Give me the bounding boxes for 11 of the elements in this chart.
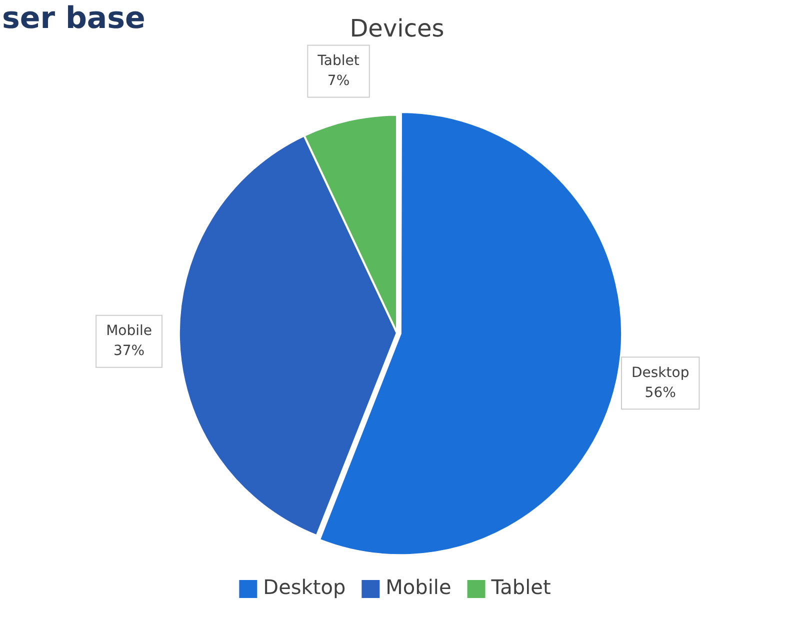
legend-label: Desktop	[263, 575, 346, 600]
data-label: 7%	[327, 72, 350, 89]
text: ser base	[2, 0, 146, 38]
legend-label: Tablet	[490, 575, 551, 600]
legend-label: Mobile	[386, 575, 452, 600]
data-label: 56%	[644, 384, 676, 401]
data-label: 37%	[113, 342, 145, 359]
slice-label: Tablet	[316, 52, 360, 69]
slice-label: Desktop	[631, 364, 690, 381]
chart-title: Devices	[350, 14, 444, 43]
slice-label: Mobile	[106, 322, 152, 339]
